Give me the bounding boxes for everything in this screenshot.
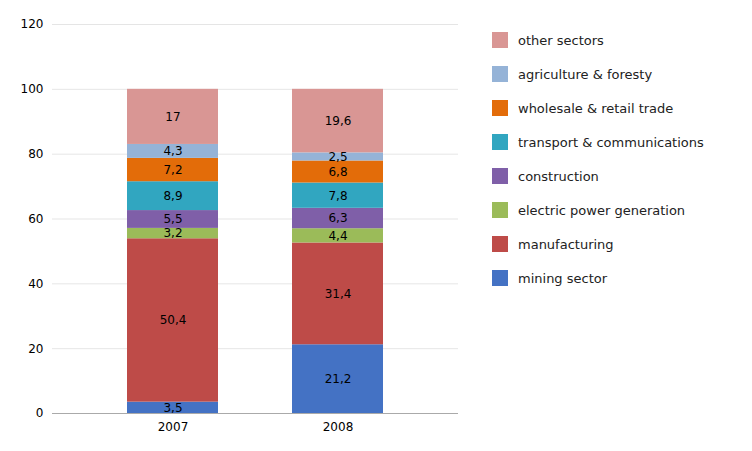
svg-text:19,6: 19,6 <box>325 114 352 128</box>
html-text:manufacturing: manufacturing <box>518 236 614 252</box>
svg-text:2007: 2007 <box>158 420 189 434</box>
svg-text:7,8: 7,8 <box>328 189 347 203</box>
svg-text:6,3: 6,3 <box>328 211 347 225</box>
svg-text:50,4: 50,4 <box>160 313 187 327</box>
html-text:mining sector: mining sector <box>518 270 608 286</box>
svg-text:40: 40 <box>28 277 43 291</box>
svg-text:0: 0 <box>36 406 44 420</box>
svg-text:3,2: 3,2 <box>163 226 182 240</box>
svg-text:4,4: 4,4 <box>328 229 347 243</box>
svg-text:120: 120 <box>21 17 44 31</box>
html-text:wholesale & retail trade: wholesale & retail trade <box>518 100 674 116</box>
svg-text:5,5: 5,5 <box>163 212 182 226</box>
svg-text:100: 100 <box>21 82 44 96</box>
svg-text:6,8: 6,8 <box>328 165 347 179</box>
svg-text:7,2: 7,2 <box>163 163 182 177</box>
svg-text:60: 60 <box>28 212 43 226</box>
svg-text:2,5: 2,5 <box>328 150 347 164</box>
svg-text:80: 80 <box>28 147 43 161</box>
html-text:agriculture & foresty: agriculture & foresty <box>518 66 653 82</box>
svg-text:8,9: 8,9 <box>163 189 182 203</box>
html-text:construction: construction <box>518 168 599 184</box>
html-text:other sectors: other sectors <box>518 32 604 48</box>
html-text:transport & communications: transport & communications <box>518 134 704 150</box>
svg-text:17: 17 <box>165 110 180 124</box>
svg-text:31,4: 31,4 <box>325 287 352 301</box>
html-text:electric power generation: electric power generation <box>518 202 686 218</box>
svg-text:4,3: 4,3 <box>163 144 182 158</box>
svg-text:2008: 2008 <box>323 420 354 434</box>
svg-text:3,5: 3,5 <box>163 401 182 415</box>
svg-text:21,2: 21,2 <box>325 372 352 386</box>
svg-text:20: 20 <box>28 342 43 356</box>
